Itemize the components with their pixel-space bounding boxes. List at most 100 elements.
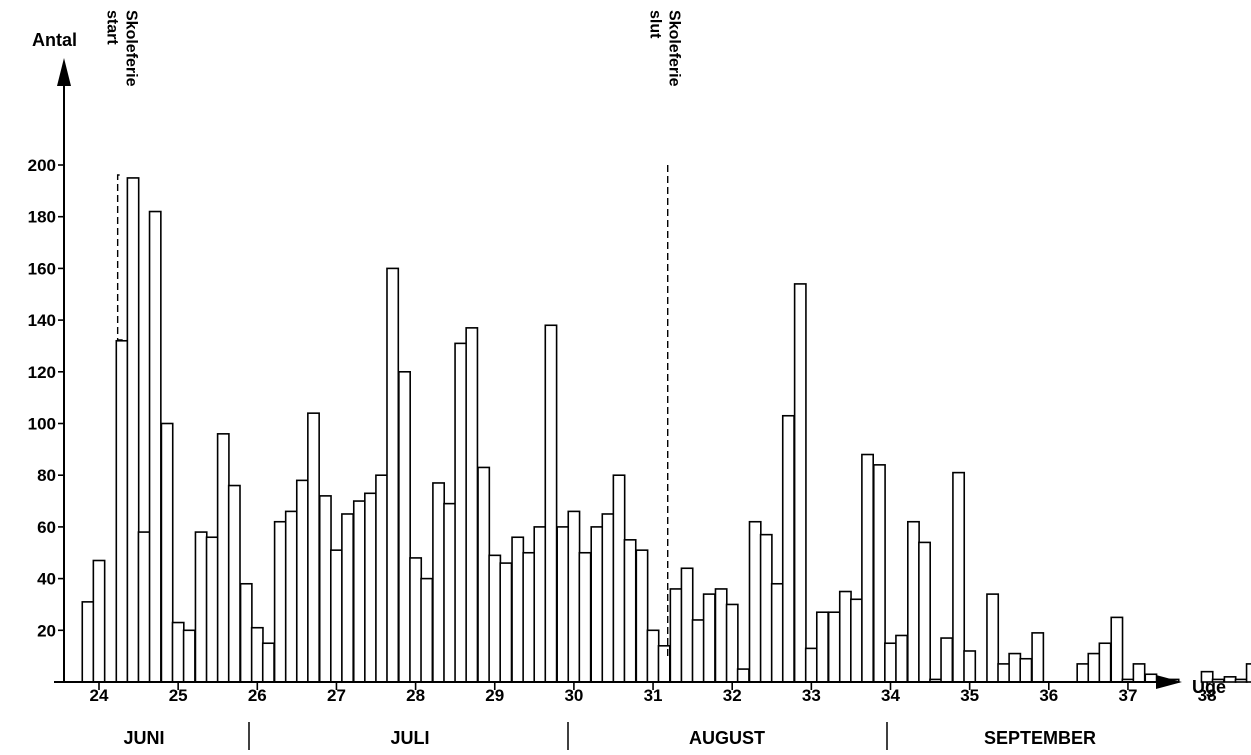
x-tick-label: 28	[406, 686, 425, 705]
bar-40	[544, 324, 558, 683]
x-tick-label: 30	[564, 686, 583, 705]
y-tick-label: 120	[28, 363, 56, 382]
bar-3	[126, 177, 140, 683]
bar-17	[284, 510, 298, 683]
bar-43	[578, 551, 592, 683]
bar-35	[488, 554, 502, 683]
x-tick-label: 32	[723, 686, 742, 705]
x-tick-label: 27	[327, 686, 346, 705]
bar-65	[827, 611, 841, 683]
y-axis-title: Antal	[32, 30, 77, 50]
annotation-marker	[116, 174, 128, 341]
bar-84	[1087, 652, 1101, 683]
bar-1	[92, 559, 106, 683]
bar-0	[81, 601, 95, 683]
bar-13	[239, 582, 253, 683]
bar-36	[499, 562, 513, 683]
bar-27	[398, 370, 411, 683]
bar-92	[1211, 678, 1225, 683]
annotation-line-1: Skoleferie	[666, 10, 683, 87]
bar-66	[838, 590, 852, 683]
annotation-line-2: slut	[647, 10, 664, 39]
bar-59	[759, 533, 773, 683]
y-tick-label: 200	[28, 156, 56, 175]
x-axis-arrow-icon	[1156, 675, 1182, 689]
bar-23	[352, 500, 366, 683]
bar-41	[556, 526, 570, 683]
bar-77	[963, 650, 977, 683]
month-label-september: SEPTEMBER	[984, 728, 1096, 748]
bar-75	[940, 637, 954, 683]
month-label-august: AUGUST	[689, 728, 765, 748]
bar-72	[906, 520, 920, 683]
bar-22	[341, 513, 354, 683]
y-tick-label: 100	[28, 415, 56, 434]
bar-44	[590, 526, 604, 683]
x-tick-label: 24	[90, 686, 109, 705]
bar-12	[227, 484, 241, 683]
x-tick-label: 34	[881, 686, 900, 705]
x-tick-label: 36	[1039, 686, 1058, 705]
bar-69	[872, 464, 886, 683]
x-tick-label: 35	[960, 686, 979, 705]
bar-15	[261, 642, 275, 683]
x-tick-label: 26	[248, 686, 267, 705]
bar-37	[511, 536, 525, 683]
bar-46	[612, 474, 626, 683]
y-tick-label: 40	[37, 570, 56, 589]
bar-31	[443, 502, 457, 683]
x-ticks-group: 24 25 26 27 28 29 30 31 32 33 34 35 36 37 38	[90, 682, 1217, 705]
bar-88	[1132, 663, 1146, 683]
bar-89	[1144, 673, 1158, 683]
bar-81	[1019, 657, 1033, 683]
bar-60	[770, 582, 784, 683]
y-tick-label: 140	[28, 311, 56, 330]
bar-70	[884, 642, 897, 683]
annotation-line-1: Skoleferie	[123, 10, 140, 87]
bars-group	[81, 177, 1251, 683]
bar-25	[375, 474, 389, 683]
bar-49	[646, 629, 660, 683]
bar-19	[307, 412, 320, 683]
bar-7	[171, 621, 185, 683]
y-tick-label: 60	[37, 518, 56, 537]
bar-79	[997, 663, 1011, 683]
bar-53	[691, 619, 705, 683]
month-label-juli: JULI	[390, 728, 429, 748]
bar-86	[1110, 616, 1124, 683]
bar-71	[895, 634, 909, 683]
bar-64	[815, 611, 829, 683]
bar-47	[623, 539, 637, 683]
bar-52	[680, 567, 694, 683]
y-ticks-group: 20 40 60 80 100 120 140 160 180 200	[28, 156, 64, 640]
bar-68	[861, 453, 875, 683]
bar-67	[850, 598, 863, 683]
bar-2	[115, 339, 129, 683]
bar-9	[194, 531, 208, 683]
bar-42	[567, 510, 581, 683]
bar-55	[714, 588, 728, 683]
x-tick-label: 38	[1198, 686, 1217, 705]
annotation-line-2: start	[104, 10, 121, 45]
bar-94	[1234, 678, 1248, 683]
bar-51	[669, 588, 683, 683]
bar-20	[318, 495, 332, 683]
x-tick-label: 25	[169, 686, 188, 705]
bar-34	[477, 466, 491, 683]
bar-16	[273, 520, 287, 683]
bar-76	[952, 471, 966, 683]
y-tick-label: 160	[28, 259, 56, 278]
bar-18	[295, 479, 309, 683]
bar-10	[205, 536, 219, 683]
bar-95	[1245, 663, 1251, 683]
bar-29	[420, 577, 434, 683]
bar-6	[160, 422, 174, 683]
bar-5	[148, 210, 162, 683]
bar-73	[918, 541, 931, 683]
bar-91	[1200, 670, 1214, 683]
bar-56	[725, 603, 739, 683]
bar-4	[137, 531, 151, 683]
